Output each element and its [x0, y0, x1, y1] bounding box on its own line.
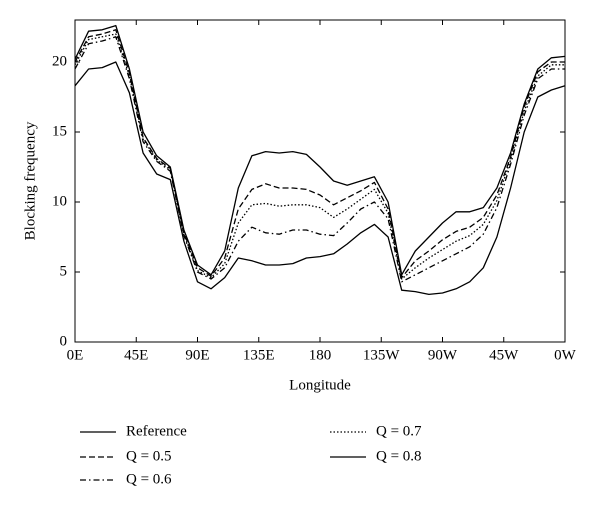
x-tick-label: 135W	[363, 347, 401, 363]
y-tick-label: 15	[52, 123, 67, 139]
series-line	[74, 33, 565, 280]
legend-label: Reference	[126, 423, 187, 439]
x-tick-label: 0E	[67, 347, 84, 363]
legend-label: Q = 0.6	[126, 471, 172, 487]
y-tick-label: 20	[52, 53, 67, 69]
plot-frame	[74, 19, 566, 343]
legend-label: Q = 0.5	[126, 448, 172, 464]
x-tick-label: 90W	[428, 347, 458, 363]
series-line	[74, 36, 565, 283]
y-tick-label: 0	[60, 333, 68, 349]
series-line	[74, 29, 565, 279]
y-tick-label: 10	[52, 193, 67, 209]
x-tick-label: 45E	[124, 347, 148, 363]
series-line	[74, 61, 566, 296]
legend-label: Q = 0.7	[376, 423, 422, 439]
x-tick-label: 0W	[554, 347, 577, 363]
x-tick-label: 135E	[243, 347, 275, 363]
series-line	[74, 24, 566, 276]
x-tick-label: 45W	[489, 347, 519, 363]
legend-label: Q = 0.8	[376, 448, 422, 464]
x-tick-label: 90E	[185, 347, 209, 363]
x-tick-label: 180	[309, 347, 332, 363]
y-tick-label: 5	[60, 263, 68, 279]
x-axis-label: Longitude	[289, 377, 351, 393]
y-axis-label: Blocking frequency	[22, 121, 38, 240]
